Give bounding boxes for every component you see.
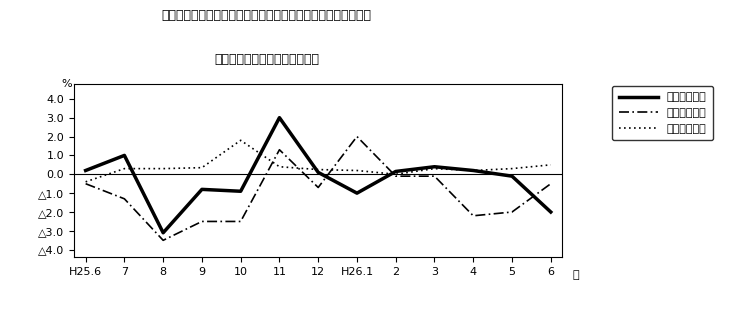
Text: 月: 月 (572, 271, 579, 281)
Text: （規模５人以上　調査産業計）: （規模５人以上 調査産業計） (214, 53, 319, 66)
Text: %: % (61, 79, 72, 89)
Legend: 現金給与総額, 総実労働時間, 常用雇用指数: 現金給与総額, 総実労働時間, 常用雇用指数 (612, 86, 713, 140)
Text: 第４図　賃金、労働時間、常用雇用指数　対前年同月比の推移: 第４図 賃金、労働時間、常用雇用指数 対前年同月比の推移 (161, 9, 371, 22)
